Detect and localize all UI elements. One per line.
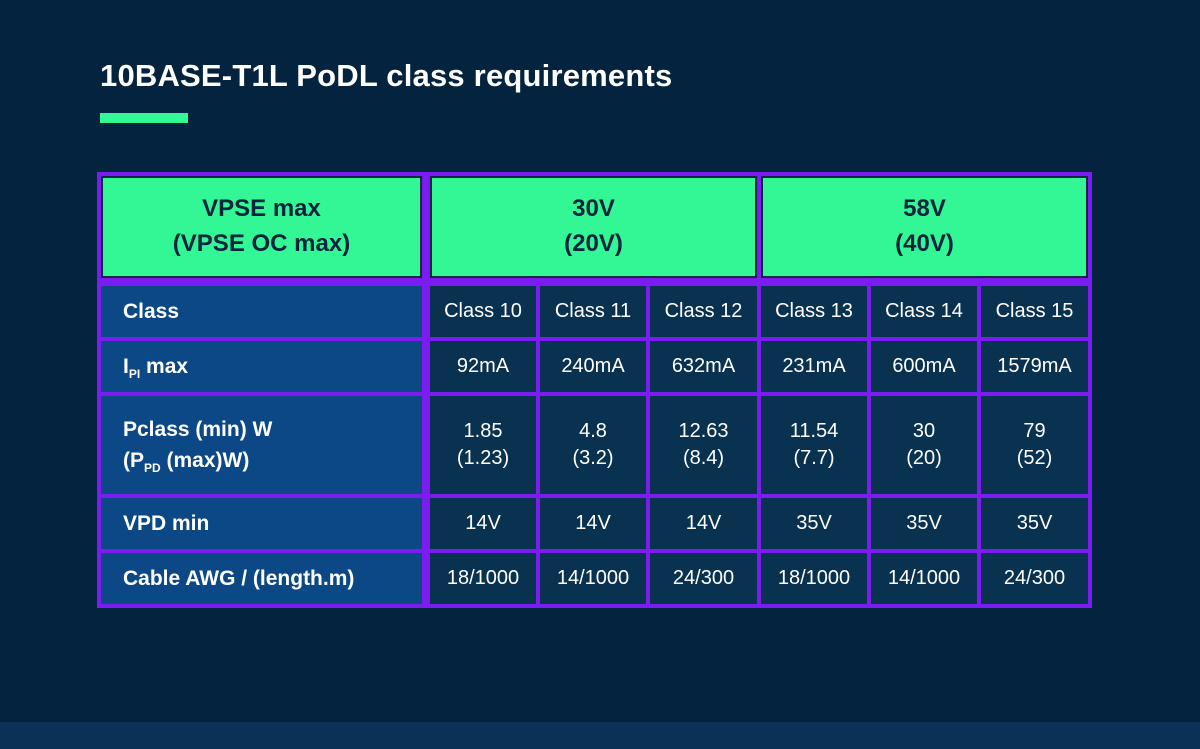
cell-text: 35V [906,512,942,534]
header-cell-30v-group: 30V (20V) [430,176,757,278]
table-cell: 240mA [540,341,646,392]
ipi-label-base: I [123,354,129,378]
cell-text: 1.85 [463,420,503,442]
cell-text: 240mA [561,355,625,377]
table-cell: 600mA [871,341,977,392]
table-cell: Class 12 [650,286,757,337]
cell-text: 30 [912,420,936,442]
cell-text: 14V [575,512,611,534]
cell-text: Class 11 [554,300,632,322]
pclass-label-suffix: (max)W) [160,449,250,472]
row-label-vpd-min: VPD min [101,498,422,549]
table-cell: Class 13 [761,286,867,337]
header-58v-line2: (40V) [895,230,954,257]
row-label-ipi-text: IPI max [123,351,188,383]
table-cell: 30 (20) [871,396,977,494]
cell-text: 35V [1016,512,1053,534]
cell-text: 14V [465,512,501,534]
table-cell: 24/300 [981,553,1088,604]
header-vpse-line2: (VPSE OC max) [172,230,351,257]
table-cell: 24/300 [650,553,757,604]
table-cell: 92mA [430,341,536,392]
cell-text: Class 14 [885,300,963,322]
header-30v-line2: (20V) [564,230,623,257]
footer-strip [0,722,1200,749]
cell-paren-text: (52) [1016,447,1053,469]
cell-text: 14/1000 [887,567,961,589]
cell-text: 11.54 [789,420,839,442]
row-label-vpd-text: VPD min [123,511,210,535]
cell-text: Class 12 [664,300,743,322]
cell-text: 24/300 [1003,567,1066,589]
cell-text: 600mA [892,355,956,377]
table-cell: 79 (52) [981,396,1088,494]
cell-paren-text: (7.7) [793,447,835,469]
cell-text: 24/300 [672,567,735,589]
row-label-class-text: Class [123,299,180,323]
table-cell: Class 14 [871,286,977,337]
cell-text: 632mA [671,355,736,377]
cell-text: Class 10 [444,300,522,322]
table-cell: 11.54 (7.7) [761,396,867,494]
table-cell: 35V [761,498,867,549]
table-cell: 14V [430,498,536,549]
cell-paren-text: (8.4) [682,447,725,469]
table-cell: 632mA [650,341,757,392]
cell-text: Class 13 [775,300,853,322]
table-cell: 14V [540,498,646,549]
cell-text: 18/1000 [777,567,851,589]
pclass-label-base: (P [123,449,144,472]
header-58v-line1: 58V [903,195,946,223]
ipi-label-suffix: max [140,354,189,378]
cell-text: 4.8 [579,420,607,442]
table-cell: 1579mA [981,341,1088,392]
table-cell: 18/1000 [761,553,867,604]
cell-text: 35V [796,512,832,534]
table-cell: 14/1000 [540,553,646,604]
table-cell: Class 10 [430,286,536,337]
table-cell: 35V [871,498,977,549]
header-30v-line1: 30V [572,195,615,223]
cell-text: 14V [685,512,722,534]
cell-text: 18/1000 [446,567,520,589]
ipi-label-subscript: PI [128,366,141,381]
table-cell: Class 15 [981,286,1088,337]
pclass-label-subscript: PD [144,461,161,475]
cell-paren-text: (3.2) [572,447,614,469]
cell-paren-text: (1.23) [456,447,510,469]
table-cell: Class 11 [540,286,646,337]
cell-text: 79 [1023,420,1046,442]
row-label-class: Class [101,286,422,337]
pclass-label-line1: Pclass (min) W [123,417,273,441]
table-cell: 14/1000 [871,553,977,604]
table-cell: 18/1000 [430,553,536,604]
podl-requirements-table: VPSE max (VPSE OC max) 30V (20V) 58V (40… [97,172,1092,608]
cell-text: 14/1000 [556,567,630,589]
table-cell: 231mA [761,341,867,392]
table-cell: 4.8 (3.2) [540,396,646,494]
row-label-pclass: Pclass (min) W (PPD (max)W) [101,396,422,494]
table-cell: 1.85 (1.23) [430,396,536,494]
cell-text: 231mA [782,355,846,377]
table-cell: 14V [650,498,757,549]
cell-text: 1579mA [997,355,1072,377]
row-label-ipi-max: IPI max [101,341,422,392]
header-vpse-line1: VPSE max [202,195,321,223]
table-cell: 35V [981,498,1088,549]
title-accent-bar [100,113,188,123]
cell-text: 12.63 [678,420,729,442]
header-cell-vpse: VPSE max (VPSE OC max) [101,176,422,278]
header-cell-58v-group: 58V (40V) [761,176,1088,278]
cell-paren-text: (20) [906,447,942,469]
pclass-label-line2: (PPD (max)W) [123,445,249,477]
page-title: 10BASE-T1L PoDL class requirements [100,58,673,93]
row-label-cable-text: Cable AWG / (length.m) [123,566,355,590]
cell-text: Class 15 [995,300,1074,322]
row-label-cable-awg: Cable AWG / (length.m) [101,553,422,604]
cell-text: 92mA [456,355,510,377]
table-cell: 12.63 (8.4) [650,396,757,494]
